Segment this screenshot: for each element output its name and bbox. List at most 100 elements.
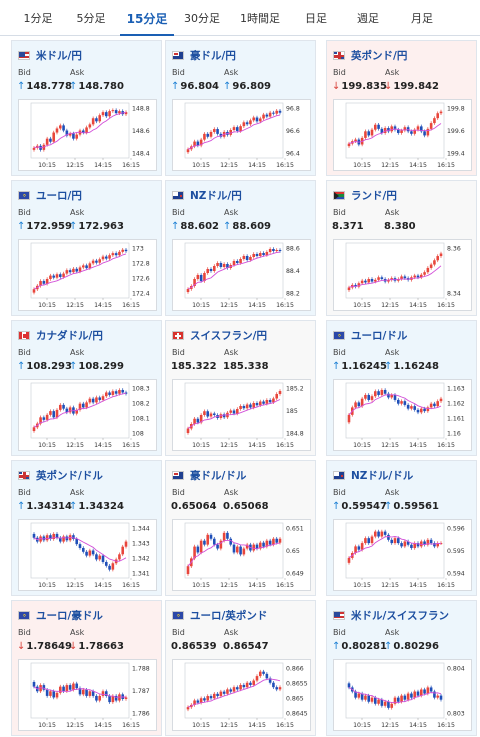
mini-chart[interactable]: 199.8 199.6 199.4 10:15 12:15 14:15 16:15	[333, 99, 472, 171]
pair-name[interactable]: 英ポンド/円	[351, 49, 408, 62]
pair-name[interactable]: スイスフラン/円	[190, 329, 268, 342]
rate-card[interactable]: 豪ドル/円 Bid Ask ↑96.804 ↑96.809 96.8 96.6 96.4 10:…	[165, 40, 316, 176]
currency-pair[interactable]: ユーロ/英ポンド	[172, 608, 267, 622]
currency-pair[interactable]: ユーロ/豪ドル	[18, 608, 103, 622]
currency-pair[interactable]: ユーロ/ドル	[333, 328, 407, 342]
candle	[423, 408, 426, 412]
candle	[85, 127, 88, 133]
candle	[272, 112, 275, 114]
currency-pair[interactable]: 英ポンド/ドル	[18, 468, 103, 482]
rate-card[interactable]: 英ポンド/円 Bid Ask ↓199.835 ↓199.842 199.8 199.6 19…	[326, 40, 477, 176]
mini-chart[interactable]: 1.163 1.162 1.161 1.16 10:15 12:15 14:15 16:15	[333, 379, 472, 451]
currency-pair[interactable]: 豪ドル/ドル	[172, 468, 246, 482]
pair-name[interactable]: 豪ドル/円	[190, 49, 236, 62]
mini-chart[interactable]: 185.2 185 184.8 10:15 12:15 14:15 16:15	[172, 379, 311, 451]
pair-name[interactable]: ユーロ/英ポンド	[190, 609, 268, 622]
candle	[242, 122, 246, 127]
candle	[62, 536, 65, 542]
rate-card[interactable]: カナダドル/円 Bid Ask ↑108.293 ↑108.299 108.3 108.2 1…	[11, 320, 162, 456]
mini-chart[interactable]: 108.3 108.2 108.1 108 10:15 12:15 14:15 16:15	[18, 379, 157, 451]
bid-value: 0.59547	[341, 501, 387, 512]
plot-frame	[345, 242, 445, 299]
candle	[216, 263, 219, 266]
mini-chart[interactable]: 173 172.8 172.6 172.4 10:15 12:15 14:15 16:15	[18, 239, 157, 311]
currency-pair[interactable]: 英ポンド/円	[333, 48, 407, 62]
mini-chart[interactable]: 1.344 1.343 1.342 1.341 10:15 12:15 14:15 16:15	[18, 519, 157, 591]
candle	[206, 133, 210, 137]
currency-pair[interactable]: カナダドル/円	[18, 328, 103, 342]
mini-chart[interactable]: 8.36 8.34 10:15 12:15 14:15 16:15	[333, 239, 472, 311]
rate-card[interactable]: ユーロ/英ポンド Bid Ask 0.86539 0.86547 0.866 0.8655 0…	[165, 600, 316, 736]
mini-chart[interactable]: 0.866 0.8655 0.865 0.8645 10:15 12:15 14:15 16:…	[172, 659, 311, 731]
candle	[91, 550, 95, 555]
pair-name[interactable]: 米ドル/スイスフラン	[351, 609, 450, 622]
pair-name[interactable]: 米ドル/円	[36, 49, 82, 62]
pair-name[interactable]: カナダドル/円	[36, 329, 103, 342]
mini-chart[interactable]: 96.8 96.6 96.4 10:15 12:15 14:15 16:15	[172, 99, 311, 171]
candle	[186, 707, 190, 710]
tab-5min[interactable]: 5分足	[76, 12, 106, 25]
mini-chart[interactable]: 1.788 1.787 1.786 10:15 12:15 14:15 16:15	[18, 659, 157, 731]
pair-name[interactable]: ユーロ/円	[36, 189, 82, 202]
currency-pair[interactable]: NZドル/ドル	[333, 468, 413, 482]
arrow-up-icon: ↑	[384, 641, 393, 652]
pair-name[interactable]: 豪ドル/ドル	[190, 469, 247, 482]
pair-name[interactable]: 英ポンド/ドル	[36, 469, 103, 482]
y-tick-label: 108	[132, 431, 144, 438]
pair-name[interactable]: NZドル/ドル	[351, 469, 414, 482]
candle	[387, 128, 390, 132]
rate-card[interactable]: 米ドル/円 Bid Ask ↑148.778 ↑148.780 148.8 148.6 148…	[11, 40, 162, 176]
x-tick-label: 12:15	[66, 582, 84, 589]
flag-gb-icon	[333, 50, 345, 60]
tab-15min[interactable]: 15分足	[120, 0, 174, 36]
pair-name[interactable]: NZドル/円	[190, 189, 242, 202]
pair-name[interactable]: ランド/円	[351, 189, 397, 202]
rate-card[interactable]: NZドル/円 Bid Ask ↑88.602 ↑88.609 88.6 88.4 88.2 10…	[165, 180, 316, 316]
tab-daily[interactable]: 日足	[305, 12, 327, 25]
y-tick-label: 0.8655	[286, 681, 308, 688]
currency-pair[interactable]: スイスフラン/円	[172, 328, 267, 342]
x-tick-label: 12:15	[381, 302, 399, 309]
candle	[209, 131, 213, 137]
tab-30min[interactable]: 30分足	[184, 12, 220, 25]
mini-chart[interactable]: 0.804 0.803 10:15 12:15 14:15 16:15	[333, 659, 472, 731]
ask-label: Ask	[224, 208, 239, 217]
tab-1hour[interactable]: 1時間足	[240, 12, 280, 25]
rate-card[interactable]: 英ポンド/ドル Bid Ask ↑1.34314 ↑1.34324 1.344 1.343 1…	[11, 460, 162, 596]
mini-chart[interactable]: 88.6 88.4 88.2 10:15 12:15 14:15 16:15	[172, 239, 311, 311]
pair-name[interactable]: ユーロ/ドル	[351, 329, 408, 342]
rate-card[interactable]: 米ドル/スイスフラン Bid Ask ↑0.80281 ↑0.80296 0.804 0.8…	[326, 600, 477, 736]
candle	[429, 403, 433, 408]
candle	[235, 409, 239, 414]
ask-value: 1.16248	[393, 361, 439, 372]
currency-pair[interactable]: NZドル/円	[172, 188, 242, 202]
currency-pair[interactable]: 米ドル/スイスフラン	[333, 608, 449, 622]
candle	[81, 403, 85, 408]
tab-weekly[interactable]: 週足	[357, 12, 379, 25]
y-tick-label: 172.6	[132, 276, 150, 283]
mini-chart[interactable]: 0.596 0.595 0.594 10:15 12:15 14:15 16:15	[333, 519, 472, 591]
tab-1min[interactable]: 1分足	[23, 12, 53, 25]
candle	[429, 123, 433, 129]
rate-card[interactable]: ユーロ/ドル Bid Ask ↑1.16245 ↑1.16248 1.163 1.162 1.…	[326, 320, 477, 456]
currency-pair[interactable]: ユーロ/円	[18, 188, 82, 202]
currency-pair[interactable]: ランド/円	[333, 188, 397, 202]
currency-pair[interactable]: 豪ドル/円	[172, 48, 236, 62]
candle	[206, 534, 210, 545]
candle	[373, 697, 377, 704]
rate-card[interactable]: ユーロ/豪ドル Bid Ask ↓1.78649 ↓1.78663 1.788 1.787 1…	[11, 600, 162, 736]
rate-card[interactable]: 豪ドル/ドル Bid Ask 0.65064 0.65068 0.651 0.65 0.649…	[165, 460, 316, 596]
pair-name[interactable]: ユーロ/豪ドル	[36, 609, 103, 622]
candle	[403, 541, 407, 547]
rate-card[interactable]: NZドル/ドル Bid Ask ↑0.59547 ↑0.59561 0.596 0.595 0…	[326, 460, 477, 596]
x-tick-label: 10:15	[192, 722, 210, 729]
rate-card[interactable]: スイスフラン/円 Bid Ask 185.322 185.338 185.2 185 184.…	[165, 320, 316, 456]
x-tick-label: 16:15	[437, 442, 455, 449]
tab-monthly[interactable]: 月足	[411, 12, 433, 25]
rate-card[interactable]: ユーロ/円 Bid Ask ↑172.959 ↑172.963 173 172.8 172.6…	[11, 180, 162, 316]
mini-chart[interactable]: 148.8 148.6 148.4 10:15 12:15 14:15 16:15	[18, 99, 157, 171]
mini-chart[interactable]: 0.651 0.65 0.649 10:15 12:15 14:15 16:15	[172, 519, 311, 591]
x-tick-label: 10:15	[38, 302, 56, 309]
rate-card[interactable]: ランド/円 Bid Ask 8.371 8.380 8.36 8.34 10:15 12:15 1…	[326, 180, 477, 316]
currency-pair[interactable]: 米ドル/円	[18, 48, 82, 62]
